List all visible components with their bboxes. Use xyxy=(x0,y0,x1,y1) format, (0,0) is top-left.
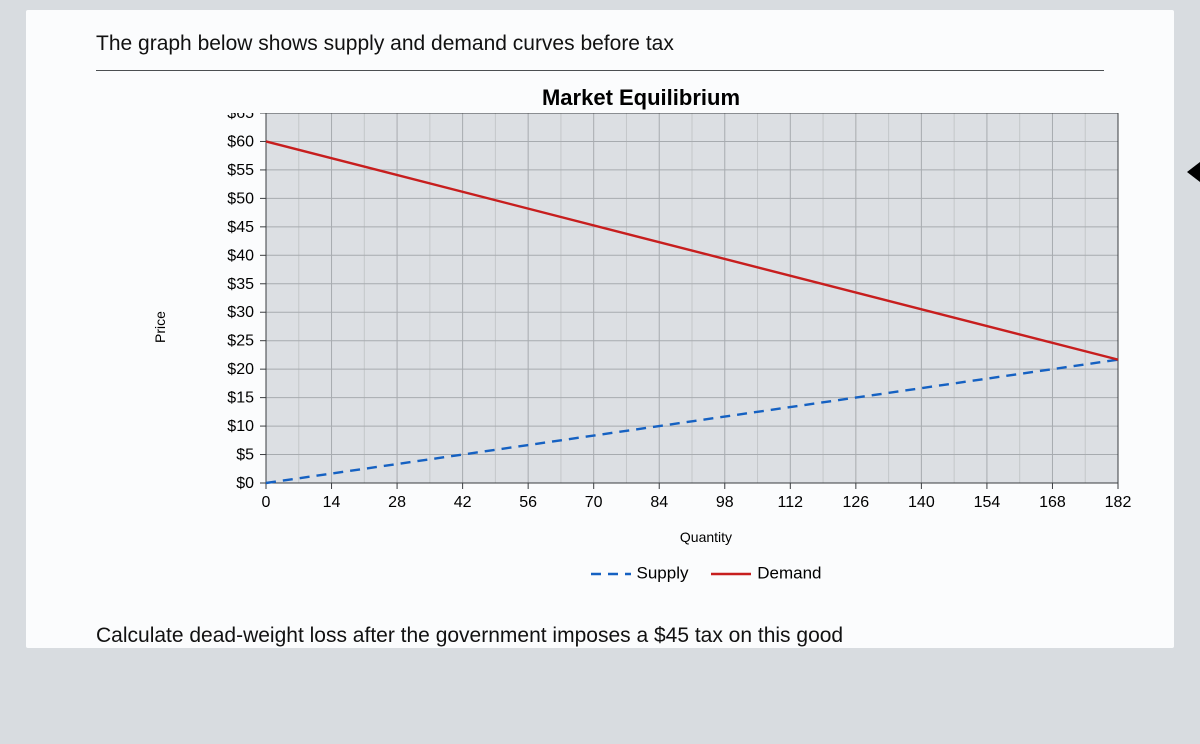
svg-text:$10: $10 xyxy=(227,418,254,435)
follow-up-question: Calculate dead-weight loss after the gov… xyxy=(96,624,1104,648)
question-card: The graph below shows supply and demand … xyxy=(26,10,1174,648)
svg-text:$15: $15 xyxy=(227,390,254,407)
svg-text:98: 98 xyxy=(716,494,734,511)
svg-text:112: 112 xyxy=(778,494,804,511)
svg-text:$55: $55 xyxy=(227,162,254,179)
svg-text:126: 126 xyxy=(842,494,869,511)
divider xyxy=(96,70,1104,71)
svg-text:56: 56 xyxy=(519,494,537,511)
legend-label-demand: Demand xyxy=(757,564,821,583)
legend-label-supply: Supply xyxy=(637,564,689,583)
svg-text:$50: $50 xyxy=(227,190,254,207)
chart-title: Market Equilibrium xyxy=(216,85,1066,111)
x-axis-label: Quantity xyxy=(246,529,1166,545)
chart-legend: Supply Demand xyxy=(246,563,1166,584)
svg-text:28: 28 xyxy=(388,494,406,511)
svg-text:14: 14 xyxy=(323,494,341,511)
cursor-icon xyxy=(1187,162,1200,182)
svg-text:$40: $40 xyxy=(227,247,254,264)
svg-text:$65: $65 xyxy=(227,113,254,122)
svg-text:$60: $60 xyxy=(227,133,254,150)
svg-text:84: 84 xyxy=(650,494,668,511)
svg-text:$0: $0 xyxy=(236,475,254,492)
svg-text:154: 154 xyxy=(974,494,1001,511)
y-axis-label: Price xyxy=(152,311,168,343)
svg-text:$45: $45 xyxy=(227,219,254,236)
legend-swatch-demand xyxy=(711,569,751,579)
prompt-text: The graph below shows supply and demand … xyxy=(96,32,1104,56)
svg-text:168: 168 xyxy=(1039,494,1066,511)
market-equilibrium-chart: 0 14 28 42 56 70 84 98 112 126 140 154 168 182 $0 $5 $10… xyxy=(156,113,1166,527)
svg-text:$20: $20 xyxy=(227,361,254,378)
svg-text:70: 70 xyxy=(585,494,603,511)
svg-text:$35: $35 xyxy=(227,276,254,293)
svg-text:$25: $25 xyxy=(227,333,254,350)
svg-text:0: 0 xyxy=(262,494,271,511)
chart-container: Price 014284256708498112126140154168182$… xyxy=(156,113,1104,584)
svg-text:182: 182 xyxy=(1105,494,1132,511)
svg-text:140: 140 xyxy=(908,494,935,511)
svg-text:42: 42 xyxy=(454,494,472,511)
legend-swatch-supply xyxy=(591,569,631,579)
svg-text:$30: $30 xyxy=(227,304,254,321)
svg-text:$5: $5 xyxy=(236,447,254,464)
